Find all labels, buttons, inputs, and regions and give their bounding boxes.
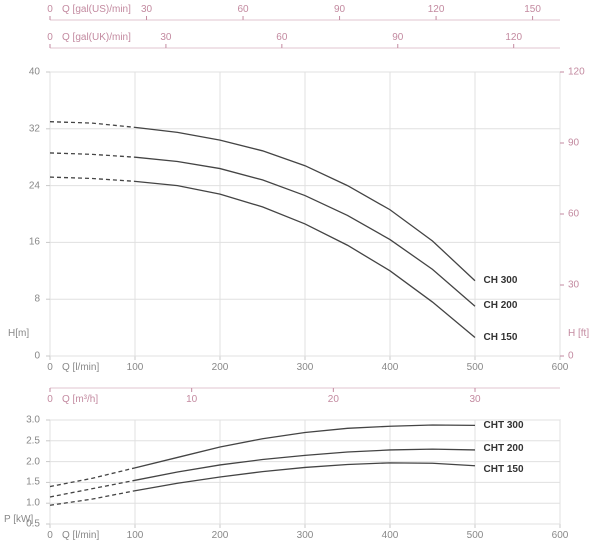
pump-curves-chart: { "layout":{ "width":614,"height":552, "… [0,0,614,552]
